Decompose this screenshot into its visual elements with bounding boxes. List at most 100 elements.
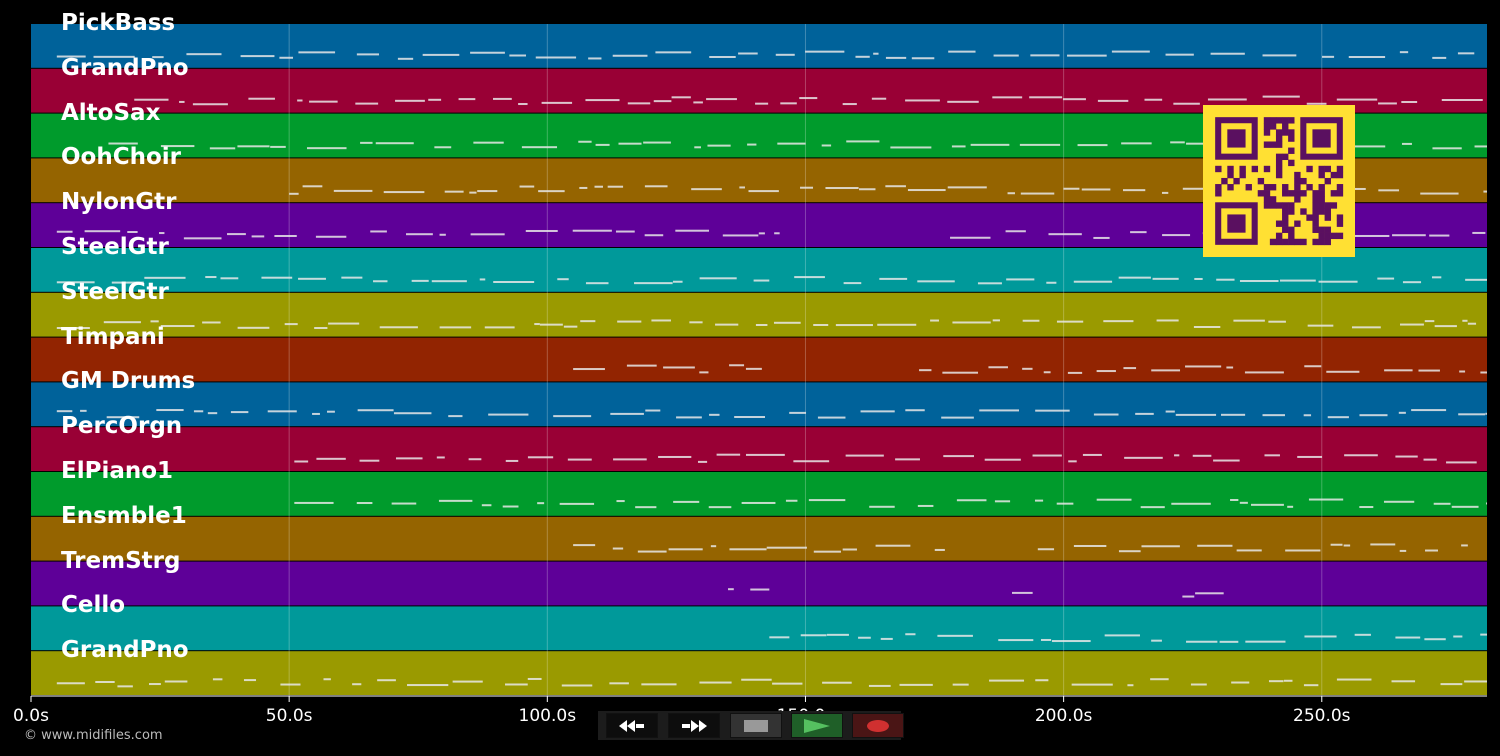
note [1268,320,1286,323]
fast-forward-button[interactable] [668,713,720,738]
note [634,282,673,285]
note [56,410,73,413]
track-label: Timpani [61,323,165,350]
track-label: AltoSax [61,99,161,126]
note [1165,53,1194,56]
note [588,57,602,60]
note [1239,501,1248,504]
note [805,50,845,53]
note [859,188,876,191]
track-label: SteelGtr [61,234,169,260]
note [1425,549,1438,552]
note [858,636,871,639]
note [1268,680,1284,683]
note [563,325,578,328]
note [207,412,218,415]
qr-code [1203,105,1355,257]
note [998,639,1034,642]
note [356,502,373,505]
note [860,410,895,413]
note [1303,414,1312,417]
note [1197,544,1233,547]
note [1303,684,1319,687]
note [709,55,736,58]
note [1287,505,1294,508]
note [988,366,1008,369]
note [1192,454,1212,457]
note [493,97,512,100]
note [134,98,169,101]
note [1068,460,1077,463]
note [747,143,757,146]
note [989,679,1025,682]
note [567,458,592,461]
note [715,323,739,326]
note [1451,505,1479,508]
note [484,326,515,329]
note [1462,319,1468,322]
note [722,234,759,237]
note [706,98,737,101]
note [557,278,569,281]
note [917,504,934,507]
note [488,413,529,416]
note [309,100,338,103]
note [905,633,916,636]
note [328,322,360,325]
note [434,146,452,149]
note [1096,498,1132,501]
note [431,280,467,283]
note [772,682,803,685]
note [298,277,326,280]
note [668,548,703,551]
track-label: PercOrgn [61,413,183,440]
note [694,146,701,149]
note [1135,412,1154,415]
note [671,96,691,99]
note [1123,367,1137,370]
note [1182,187,1216,190]
note [248,97,275,100]
note [663,366,695,369]
note [1432,56,1447,59]
note [817,416,846,419]
note [979,409,1020,412]
note [1453,635,1463,638]
note [535,56,577,59]
note [970,143,1010,146]
note [1035,679,1049,682]
play-button[interactable] [791,713,843,738]
rewind-button[interactable] [606,713,658,738]
record-button[interactable] [852,713,904,738]
note [209,147,236,150]
note [641,683,677,686]
note [984,458,1021,461]
note [1279,279,1316,282]
stop-button[interactable] [730,713,782,738]
note [314,327,328,330]
note [637,550,667,553]
note [750,588,770,591]
note [1307,324,1334,327]
note [943,455,975,458]
note [1077,144,1108,147]
note [755,102,769,105]
note [357,409,394,412]
note [799,97,818,100]
note [56,281,95,284]
note [1399,549,1407,552]
note [1034,499,1044,502]
note [469,191,477,194]
note [375,142,414,145]
note [1465,278,1487,281]
note [1093,236,1110,239]
note [1262,54,1297,57]
note [1304,365,1322,368]
note [1122,189,1146,192]
note [149,683,161,686]
note [1400,323,1424,326]
note [1424,638,1446,641]
note [237,326,270,329]
note [470,51,505,54]
note [152,56,164,59]
